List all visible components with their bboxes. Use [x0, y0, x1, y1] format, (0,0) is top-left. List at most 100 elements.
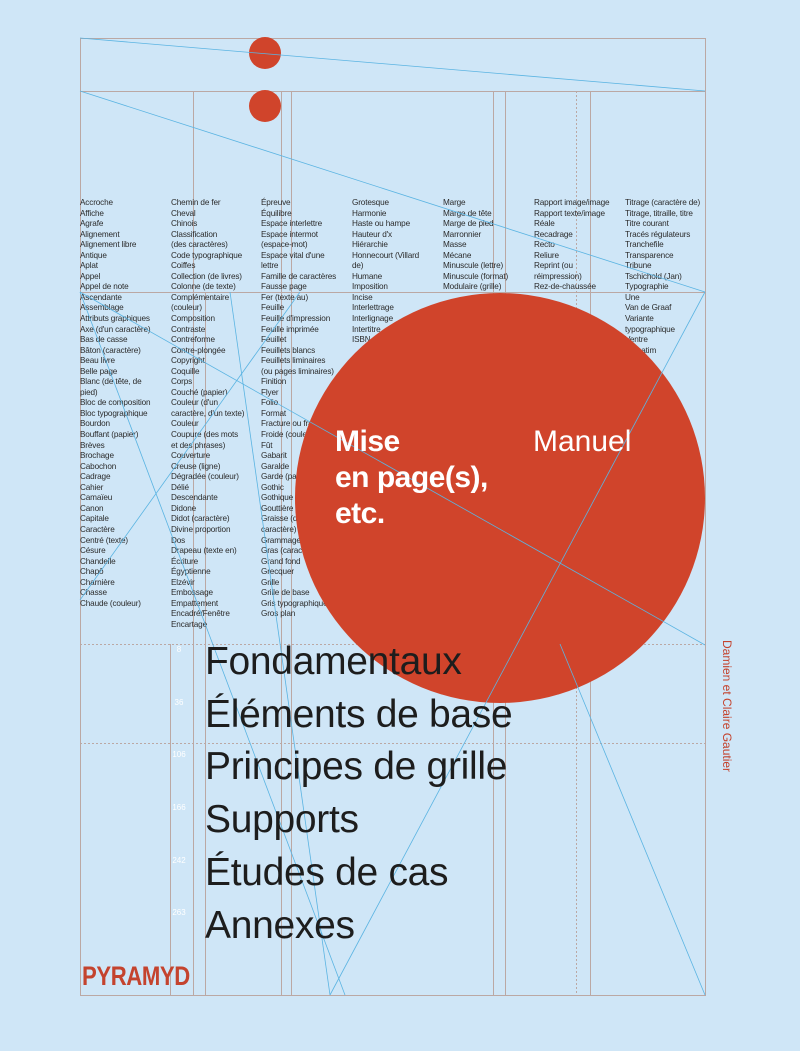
glossary-term: Feuillets blancs: [261, 345, 316, 355]
subtitle: Manuel: [533, 425, 632, 458]
glossary-term: Collection (de livres): [171, 271, 242, 281]
chapter-title: Éléments de base: [205, 692, 513, 736]
glossary-term: Ascendante: [80, 292, 122, 302]
glossary-term: (ou pages liminaires): [261, 366, 334, 376]
glossary-term: Couleur (d'un: [171, 398, 218, 408]
title-line-1: Mise: [335, 425, 400, 458]
glossary-term: Bloc de composition: [80, 398, 151, 408]
glossary-term: Tschichold (Jan): [625, 271, 682, 281]
glossary-term: Contreforme: [171, 335, 215, 345]
glossary-term: Corps: [171, 377, 193, 387]
glossary-term: Équilibre: [261, 208, 292, 218]
glossary-term: Axe (d'un caractère): [80, 324, 151, 334]
glossary-term: Imposition: [352, 282, 388, 292]
title-line-2: en page(s),: [335, 461, 488, 494]
glossary-term: (couleur): [171, 303, 202, 313]
glossary-term: Feuille d'impression: [261, 314, 331, 324]
glossary-term: Recadrage: [534, 229, 573, 239]
glossary-term: Flyer: [261, 387, 279, 397]
glossary-term: Empattement: [171, 598, 219, 608]
glossary-term: lettre: [261, 261, 279, 271]
glossary-term: Graisse (d'un: [261, 514, 308, 524]
glossary-term: typographique: [625, 324, 675, 334]
glossary-term: Format: [261, 408, 287, 418]
chapter-list: Fondamentaux Éléments de base Principes …: [205, 636, 513, 952]
glossary-term: de): [352, 261, 364, 271]
glossary-term: Reprint (ou: [534, 261, 573, 271]
glossary-term: Classification: [171, 229, 218, 239]
chapter-page-numbers: 8 36 106 166 242 263: [166, 645, 192, 961]
glossary-term: Coupure (des mots: [171, 430, 239, 440]
glossary-term: Van de Graaf: [625, 303, 672, 313]
glossary-term: Didot (caractère): [171, 514, 230, 524]
glossary-term: Bloc typographique: [80, 408, 148, 418]
glossary-term: Attributs graphiques: [80, 314, 150, 324]
glossary-term: Dégradée (couleur): [171, 472, 239, 482]
glossary-term: Feuillet: [261, 335, 287, 345]
glossary-term: Encadré/Fenêtre: [171, 609, 230, 619]
glossary-term: Composition: [171, 314, 215, 324]
glossary-term: Cahier: [80, 482, 104, 492]
glossary-term: Interlignage: [352, 314, 393, 324]
glossary-term: pied): [80, 387, 98, 397]
glossary-column-2: Chemin de fer Cheval Chinois Classification…: [171, 198, 245, 630]
glossary-term: Épreuve: [261, 198, 291, 207]
glossary-term: Délié: [171, 482, 189, 492]
glossary-term: Bâton (caractère): [80, 345, 141, 355]
glossary-term: Rez-de-chaussée: [534, 282, 596, 292]
glossary-term: Garalde: [261, 461, 290, 471]
chapter-title: Annexes: [205, 903, 355, 947]
page-number: 106: [172, 750, 186, 760]
glossary-term: Antique: [80, 250, 107, 260]
glossary-term: Alignement libre: [80, 240, 137, 250]
chapter-title: Supports: [205, 798, 359, 842]
glossary-term: Bas de casse: [80, 335, 128, 345]
page-number: 242: [172, 855, 186, 865]
glossary-term: Chaude (couleur): [80, 598, 141, 608]
glossary-term: Espace intermot: [261, 229, 318, 239]
glossary-term: Harmonie: [352, 208, 387, 218]
glossary-term: Colonne (de texte): [171, 282, 236, 292]
glossary-term: Fracture ou fraktur: [261, 419, 326, 429]
glossary-term: Aplat: [80, 261, 98, 271]
glossary-term: Caractère: [80, 524, 115, 534]
glossary-term: Accroche: [80, 198, 113, 207]
glossary-term: Hauteur d'x: [352, 229, 392, 239]
glossary-term: Chapô: [80, 567, 104, 577]
glossary-term: Incise: [352, 292, 373, 302]
glossary-term: Variante: [625, 314, 654, 324]
glossary-term: Couché (papier): [171, 387, 228, 397]
glossary-term: Creuse (ligne): [171, 461, 221, 471]
glossary-term: Modulaire (grille): [443, 282, 502, 292]
glossary-column-5: Marge Marge de tête Marge de pied Marronnie…: [443, 198, 508, 293]
glossary-term: Gouttière: [261, 503, 294, 513]
glossary-term: Titre courant: [625, 219, 669, 229]
glossary-term: Capitale: [80, 514, 109, 524]
glossary-term: Typographie: [625, 282, 669, 292]
glossary-term: Une: [625, 292, 640, 302]
glossary-term: Mécane: [443, 250, 472, 260]
glossary-term: Cadrage: [80, 472, 111, 482]
glossary-term: Froide (couleur): [261, 430, 317, 440]
glossary-term: réimpression): [534, 271, 582, 281]
glossary-term: Haste ou hampe: [352, 219, 410, 229]
glossary-term: caractère): [261, 524, 297, 534]
glossary-term: Appel: [80, 271, 101, 281]
book-title: Mise en page(s), etc.: [335, 424, 488, 532]
glossary-term: Copyright: [171, 356, 205, 366]
glossary-term: Honnecourt (Villard: [352, 250, 420, 260]
glossary-term: Brochage: [80, 451, 114, 461]
glossary-term: Contraste: [171, 324, 206, 334]
glossary-term: Gothique: [261, 493, 294, 503]
glossary-term: Blanc (de tête, de: [80, 377, 142, 387]
glossary-term: Contre-plongée: [171, 345, 226, 355]
glossary-term: Divine proportion: [171, 524, 231, 534]
glossary-term: Canon: [80, 503, 104, 513]
glossary-term: Chasse: [80, 588, 107, 598]
glossary-term: Grotesque: [352, 198, 389, 207]
glossary-term: Appel de note: [80, 282, 129, 292]
glossary-term: Couverture: [171, 451, 211, 461]
glossary-term: Minuscule (lettre): [443, 261, 504, 271]
publisher-logo: PYRAMYD: [82, 961, 190, 991]
glossary-term: Espace vital d'une: [261, 250, 325, 260]
